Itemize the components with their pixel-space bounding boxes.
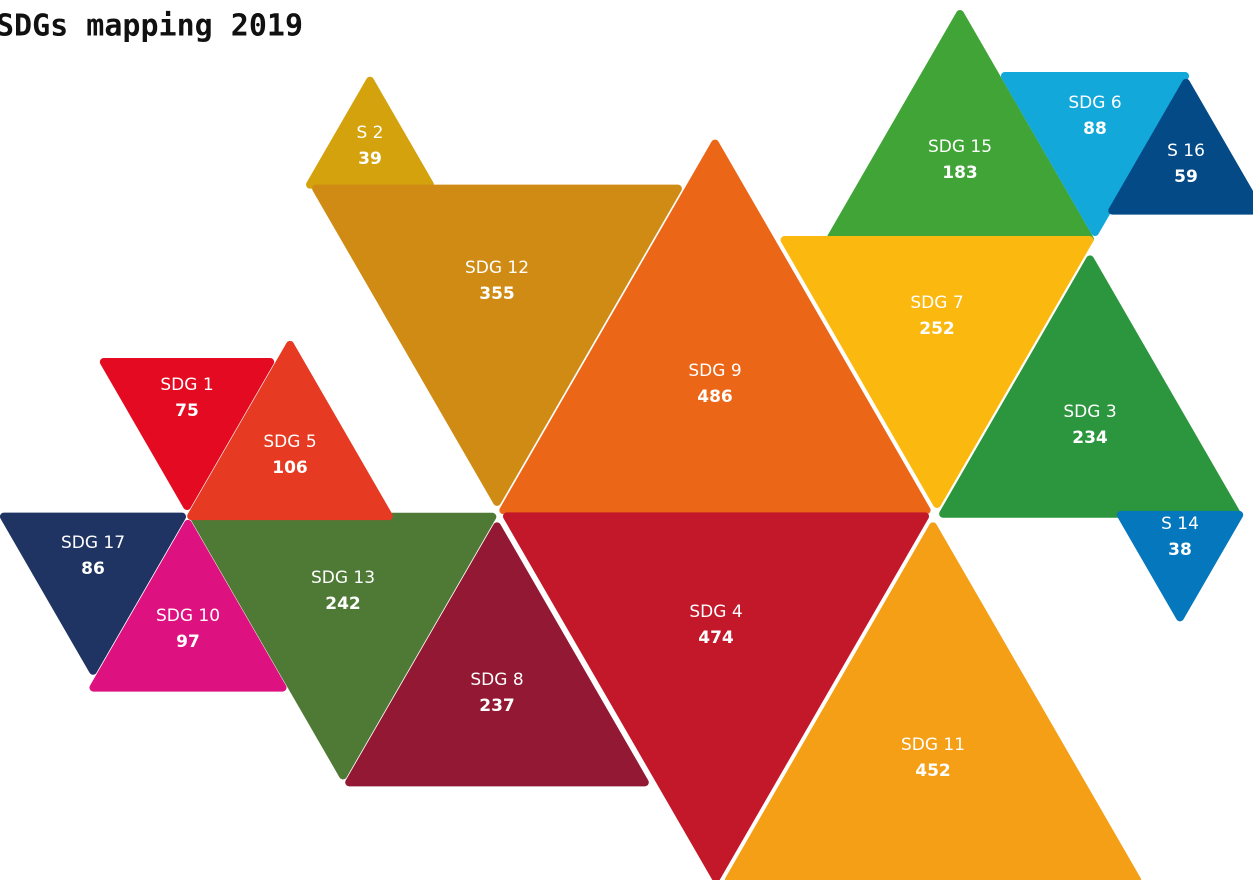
- triangle-label: SDG 4: [689, 602, 742, 622]
- triangle-label: S 16: [1167, 141, 1205, 161]
- value-label: 39: [358, 149, 382, 169]
- triangle-label: SDG 8: [470, 670, 523, 690]
- value-label: 452: [915, 761, 951, 781]
- value-label: 183: [942, 163, 978, 183]
- value-label: 237: [479, 696, 515, 716]
- triangle: [1000, 72, 1190, 236]
- triangle: [1108, 78, 1253, 215]
- triangle-label: SDG 9: [688, 361, 741, 381]
- value-label: 355: [479, 284, 515, 304]
- value-label: 474: [698, 628, 734, 648]
- triangle-label: S 14: [1161, 514, 1199, 534]
- triangle-label: SDG 13: [311, 568, 375, 588]
- triangle: [312, 184, 682, 506]
- triangle: [345, 522, 649, 787]
- value-label: 86: [81, 559, 105, 579]
- value-label: 252: [919, 319, 955, 339]
- triangle-label: SDG 10: [156, 606, 220, 626]
- value-label: 88: [1083, 119, 1107, 139]
- triangle: [780, 236, 1094, 508]
- value-label: 106: [272, 458, 308, 478]
- triangle-label: SDG 15: [928, 137, 992, 157]
- triangle: [99, 358, 275, 510]
- triangle: [502, 512, 930, 880]
- triangle-label: SDG 17: [61, 533, 125, 553]
- triangle-label: SDG 11: [901, 735, 965, 755]
- triangle: [187, 340, 393, 521]
- chart-title: SDGs mapping 2019: [0, 9, 303, 44]
- triangle-label: S 2: [356, 123, 383, 143]
- value-label: 97: [176, 632, 200, 652]
- triangle-label: SDG 1: [160, 375, 213, 395]
- triangle-label: SDG 6: [1068, 93, 1121, 113]
- value-label: 59: [1174, 167, 1198, 187]
- value-label: 234: [1072, 428, 1108, 448]
- triangle: [0, 512, 187, 675]
- value-label: 75: [175, 401, 199, 421]
- triangle: [89, 519, 287, 692]
- triangle-label: SDG 12: [465, 258, 529, 278]
- triangle: [1116, 510, 1244, 622]
- value-label: 242: [325, 594, 361, 614]
- triangle: [499, 139, 931, 515]
- triangle-label: SDG 7: [910, 293, 963, 313]
- value-label: 486: [697, 387, 733, 407]
- triangle-label: SDG 3: [1063, 402, 1116, 422]
- value-label: 38: [1168, 540, 1192, 560]
- triangle: [939, 255, 1241, 518]
- triangle-label: SDG 5: [263, 432, 316, 452]
